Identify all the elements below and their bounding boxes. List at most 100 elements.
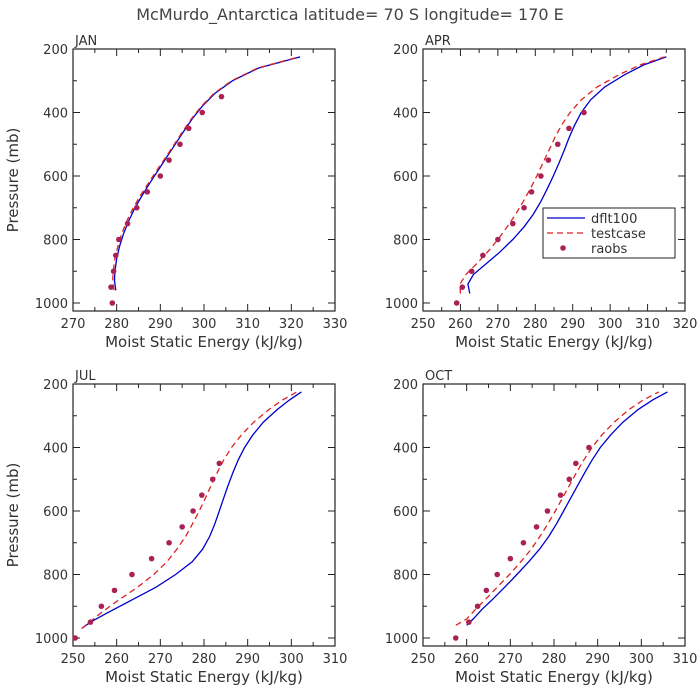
raobs-point <box>494 571 501 578</box>
y-tick-label: 600 <box>393 170 418 185</box>
y-tick-label: 400 <box>43 107 68 122</box>
x-tick-label: 320 <box>673 317 698 332</box>
raobs-point <box>528 189 535 195</box>
y-tick-label: 200 <box>393 43 418 58</box>
raobs-point <box>72 635 78 641</box>
testcase-line <box>112 56 299 291</box>
raobs-point <box>166 539 172 546</box>
raobs-point <box>557 492 564 498</box>
raobs-point <box>116 236 122 243</box>
panel-label: OCT <box>425 369 452 384</box>
x-tick-label: 290 <box>560 317 585 332</box>
dflt100-line <box>81 391 302 630</box>
x-tick-label: 280 <box>192 652 217 667</box>
x-tick-label: 300 <box>192 317 217 332</box>
y-tick-label: 800 <box>43 234 68 249</box>
plot-frame <box>422 48 686 312</box>
x-tick-label: 310 <box>323 652 348 667</box>
x-tick-label: 320 <box>279 317 304 332</box>
raobs-point <box>148 555 155 562</box>
panel-jul: JUL 250 260 270 280 290 300 310 200 400 600 800 1000… <box>4 369 347 686</box>
legend-label-testcase: testcase <box>591 227 646 242</box>
x-tick-label: 250 <box>411 317 436 332</box>
legend-label-dflt100: dflt100 <box>591 212 637 227</box>
x-tick-label: 270 <box>61 317 86 332</box>
raobs-point <box>480 252 486 259</box>
x-tick-label: 250 <box>411 652 436 667</box>
x-tick-label: 290 <box>585 652 610 667</box>
raobs-point <box>495 236 501 243</box>
x-tick-label: 310 <box>235 317 260 332</box>
testcase-line <box>459 56 665 294</box>
y-tick-label: 400 <box>43 442 68 457</box>
panel-apr: APR 250 260 270 280 290 300 310 320 200 400 600 800 1… <box>385 34 698 351</box>
x-tick-label: 310 <box>673 652 698 667</box>
raobs-point <box>581 109 587 116</box>
x-tick-label: 260 <box>448 317 473 332</box>
y-tick-label: 800 <box>43 569 68 584</box>
legend-label-raobs: raobs <box>591 242 628 257</box>
raobs-point <box>110 268 117 275</box>
y-tick-label: 1000 <box>385 632 418 647</box>
y-tick-label: 200 <box>43 378 68 393</box>
x-axis-title: Moist Static Energy (kJ/kg) <box>455 668 653 686</box>
raobs-point <box>566 476 573 483</box>
raobs-point <box>199 492 205 498</box>
raobs-point <box>190 508 196 514</box>
raobs-point <box>218 93 225 100</box>
panel-label: APR <box>425 34 451 49</box>
x-tick-label: 270 <box>148 652 173 667</box>
raobs-point <box>179 524 185 530</box>
raobs-point <box>108 284 114 290</box>
testcase-line <box>81 391 298 630</box>
panel-oct: OCT 250 260 270 280 290 300 310 200 400 600 800 1000… <box>385 369 698 686</box>
x-axis-title: Moist Static Energy (kJ/kg) <box>105 668 303 686</box>
x-tick-label: 280 <box>104 317 129 332</box>
x-tick-label: 280 <box>542 652 567 667</box>
plot-frame <box>422 383 686 647</box>
y-tick-label: 800 <box>393 234 418 249</box>
raobs-point <box>573 460 579 467</box>
raobs-point <box>586 444 592 451</box>
x-tick-label: 270 <box>485 317 510 332</box>
raobs-point <box>521 204 527 211</box>
raobs-point <box>157 173 164 179</box>
y-tick-label: 400 <box>393 107 418 122</box>
raobs-point <box>468 268 475 275</box>
x-tick-label: 280 <box>523 317 548 332</box>
raobs-point <box>124 220 131 227</box>
x-tick-label: 330 <box>323 317 348 332</box>
raobs-point <box>520 539 527 546</box>
raobs-point <box>459 284 466 290</box>
panel-label: JUL <box>74 369 96 384</box>
raobs-point <box>166 157 172 163</box>
y-tick-label: 1000 <box>35 632 68 647</box>
y-tick-label: 1000 <box>385 297 418 312</box>
y-tick-label: 600 <box>43 505 68 520</box>
x-tick-label: 290 <box>235 652 260 667</box>
raobs-point <box>538 173 544 179</box>
raobs-point <box>452 635 459 641</box>
x-tick-label: 290 <box>148 317 173 332</box>
raobs-point <box>129 571 135 578</box>
raobs-point <box>177 141 183 148</box>
x-tick-label: 310 <box>635 317 660 332</box>
raobs-point <box>133 204 140 211</box>
x-tick-label: 300 <box>598 317 623 332</box>
raobs-point <box>111 587 118 594</box>
x-tick-label: 270 <box>498 652 523 667</box>
raobs-point <box>533 524 540 530</box>
x-tick-label: 300 <box>629 652 654 667</box>
y-tick-label: 600 <box>393 505 418 520</box>
raobs-point <box>453 300 460 306</box>
raobs-point <box>87 619 94 625</box>
raobs-point <box>483 587 490 594</box>
raobs-point <box>209 476 216 483</box>
raobs-point <box>466 619 472 625</box>
dflt100-line <box>467 56 667 294</box>
y-tick-label: 800 <box>393 569 418 584</box>
panel-jan: JAN 270 280 290 300 310 320 330 200 400 600 800 1000… <box>4 34 347 351</box>
y-tick-label: 400 <box>393 442 418 457</box>
legend-swatch-raobs <box>560 245 566 251</box>
